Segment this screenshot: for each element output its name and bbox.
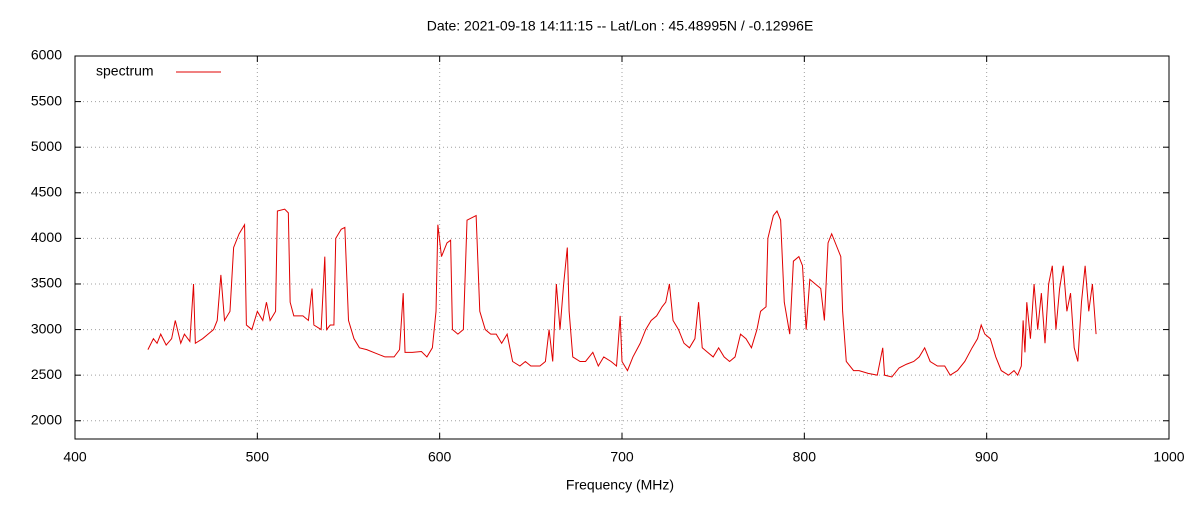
x-axis-label: Frequency (MHz) bbox=[566, 477, 674, 493]
plot bbox=[147, 208, 1097, 378]
y-tick-label: 5500 bbox=[31, 92, 62, 108]
y-tick-label: 3000 bbox=[31, 320, 62, 336]
data-line bbox=[147, 208, 1097, 378]
chart-title: Date: 2021-09-18 14:11:15 -- Lat/Lon : 4… bbox=[427, 18, 814, 34]
y-tick-label: 5000 bbox=[31, 138, 62, 154]
legend-label: spectrum bbox=[96, 63, 154, 79]
y-tick-label: 6000 bbox=[31, 47, 62, 63]
x-tick-label: 900 bbox=[975, 449, 999, 465]
x-tick-label: 1000 bbox=[1153, 449, 1184, 465]
y-tick-label: 2000 bbox=[31, 411, 62, 427]
x-tick-label: 800 bbox=[793, 449, 817, 465]
plot-frame bbox=[74, 55, 1170, 440]
grid bbox=[74, 55, 1170, 439]
x-tick-label: 600 bbox=[428, 449, 452, 465]
y-tick-label: 2500 bbox=[31, 366, 62, 382]
y-tick-label: 3500 bbox=[31, 275, 62, 291]
x-tick-label: 400 bbox=[63, 449, 87, 465]
y-tick-label: 4500 bbox=[31, 183, 62, 199]
y-tick-label: 4000 bbox=[31, 229, 62, 245]
x-tick-label: 500 bbox=[246, 449, 270, 465]
x-tick-label: 700 bbox=[610, 449, 634, 465]
